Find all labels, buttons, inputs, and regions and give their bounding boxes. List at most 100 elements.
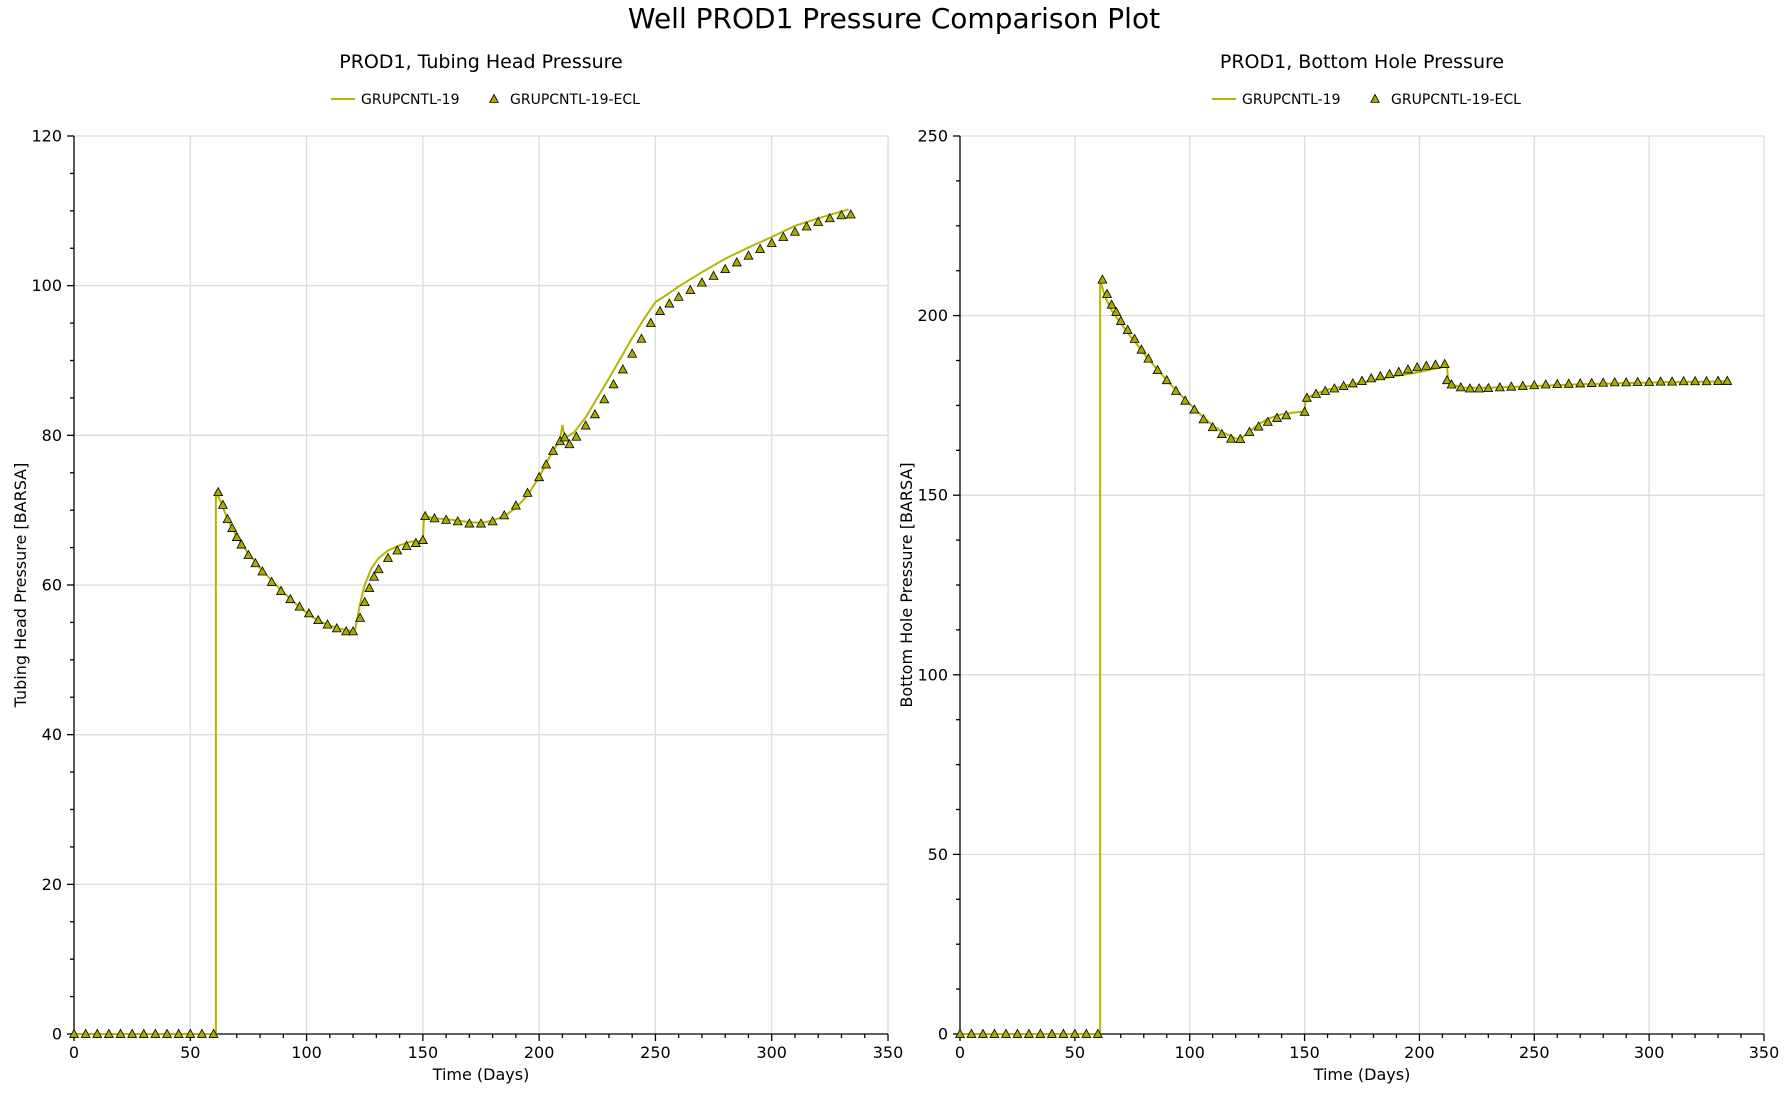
data-point xyxy=(1356,375,1368,385)
data-point xyxy=(1311,388,1322,398)
data-point xyxy=(559,432,570,442)
data-point xyxy=(429,512,440,523)
data-point xyxy=(522,487,533,497)
data-point xyxy=(487,515,498,526)
data-point xyxy=(1439,358,1450,368)
data-point xyxy=(989,1028,1000,1038)
data-point xyxy=(627,348,638,358)
data-point xyxy=(564,438,575,449)
data-point xyxy=(548,445,559,455)
data-point xyxy=(664,298,675,308)
data-point xyxy=(696,277,707,287)
data-point xyxy=(1722,375,1733,385)
y-tick-label: 20 xyxy=(42,875,62,894)
x-tick-label: 150 xyxy=(1289,1043,1320,1062)
data-point xyxy=(1092,1028,1103,1038)
data-point xyxy=(1506,381,1517,391)
data-point xyxy=(1097,274,1108,284)
data-point xyxy=(227,522,238,532)
series-grupcntl-19-ecl xyxy=(954,274,1733,1038)
legend-label: GRUPCNTL-19-ECL xyxy=(510,92,640,108)
data-point xyxy=(348,625,359,636)
data-point xyxy=(1023,1028,1034,1038)
data-point xyxy=(636,333,647,343)
data-point xyxy=(1198,413,1209,424)
data-point xyxy=(1598,377,1609,387)
data-point xyxy=(845,209,856,219)
data-point xyxy=(499,509,510,520)
legend: GRUPCNTL-19 GRUPCNTL-19-ECL xyxy=(1212,92,1521,108)
data-point xyxy=(1690,375,1701,386)
data-point xyxy=(138,1028,149,1038)
y-tick-label: 200 xyxy=(917,306,948,325)
data-point xyxy=(1235,433,1246,444)
data-point xyxy=(257,566,268,576)
data-point xyxy=(1667,376,1678,386)
y-tick-label: 100 xyxy=(917,665,948,684)
data-point xyxy=(1384,368,1395,378)
data-point xyxy=(1226,433,1237,443)
data-point xyxy=(977,1028,989,1038)
x-tick-label: 100 xyxy=(1174,1043,1205,1062)
data-point xyxy=(217,499,228,509)
data-point xyxy=(368,571,380,581)
data-point xyxy=(1299,406,1310,416)
data-point xyxy=(1464,383,1476,393)
data-point xyxy=(755,243,766,253)
data-point xyxy=(1338,380,1349,390)
data-point xyxy=(250,557,261,568)
data-point xyxy=(1517,380,1528,390)
data-point xyxy=(1701,375,1712,386)
data-point xyxy=(720,263,731,274)
y-tick-label: 80 xyxy=(42,426,62,445)
data-point xyxy=(322,619,333,629)
legend: GRUPCNTL-19 GRUPCNTL-19-ECL xyxy=(331,92,640,108)
x-tick-label: 300 xyxy=(756,1043,787,1062)
y-tick-label: 0 xyxy=(938,1025,948,1044)
data-point xyxy=(452,515,463,526)
x-tick-label: 250 xyxy=(1519,1043,1550,1062)
y-axis-label: Bottom Hole Pressure [BARSA] xyxy=(897,462,916,707)
data-point xyxy=(185,1028,196,1038)
legend-marker-swatch xyxy=(1370,93,1380,103)
data-point xyxy=(213,486,224,497)
data-point xyxy=(510,500,521,510)
data-point xyxy=(589,408,601,419)
legend-label: GRUPCNTL-19-ECL xyxy=(1391,92,1521,108)
data-point xyxy=(475,518,487,528)
x-tick-label: 250 xyxy=(640,1043,671,1062)
data-point xyxy=(1081,1028,1092,1038)
x-tick-label: 200 xyxy=(1404,1043,1435,1062)
x-tick-label: 200 xyxy=(524,1043,555,1062)
data-point xyxy=(1320,385,1331,395)
x-tick-label: 50 xyxy=(1065,1043,1085,1062)
data-point xyxy=(1632,376,1643,386)
data-point xyxy=(1143,353,1154,363)
subplot-title: PROD1, Bottom Hole Pressure xyxy=(1220,51,1504,73)
data-point xyxy=(1136,344,1147,354)
data-point xyxy=(1713,375,1724,385)
data-point xyxy=(150,1028,161,1038)
data-point xyxy=(243,549,254,559)
figure-title: Well PROD1 Pressure Comparison Plot xyxy=(627,2,1161,35)
data-point xyxy=(789,226,801,236)
data-point xyxy=(80,1028,91,1038)
data-point xyxy=(1402,364,1413,374)
data-point xyxy=(231,531,242,541)
data-point xyxy=(1678,375,1689,386)
data-point xyxy=(645,317,656,327)
data-point xyxy=(294,601,305,611)
data-point xyxy=(731,257,742,267)
data-point xyxy=(1207,421,1218,432)
data-point xyxy=(236,539,247,549)
y-tick-label: 150 xyxy=(917,486,948,505)
data-point xyxy=(541,459,552,469)
data-point xyxy=(196,1028,207,1038)
data-point xyxy=(1115,315,1126,325)
data-point xyxy=(464,518,475,528)
data-point xyxy=(68,1028,80,1038)
data-point xyxy=(1474,383,1485,393)
data-point xyxy=(1170,385,1181,395)
x-tick-label: 350 xyxy=(1749,1043,1780,1062)
